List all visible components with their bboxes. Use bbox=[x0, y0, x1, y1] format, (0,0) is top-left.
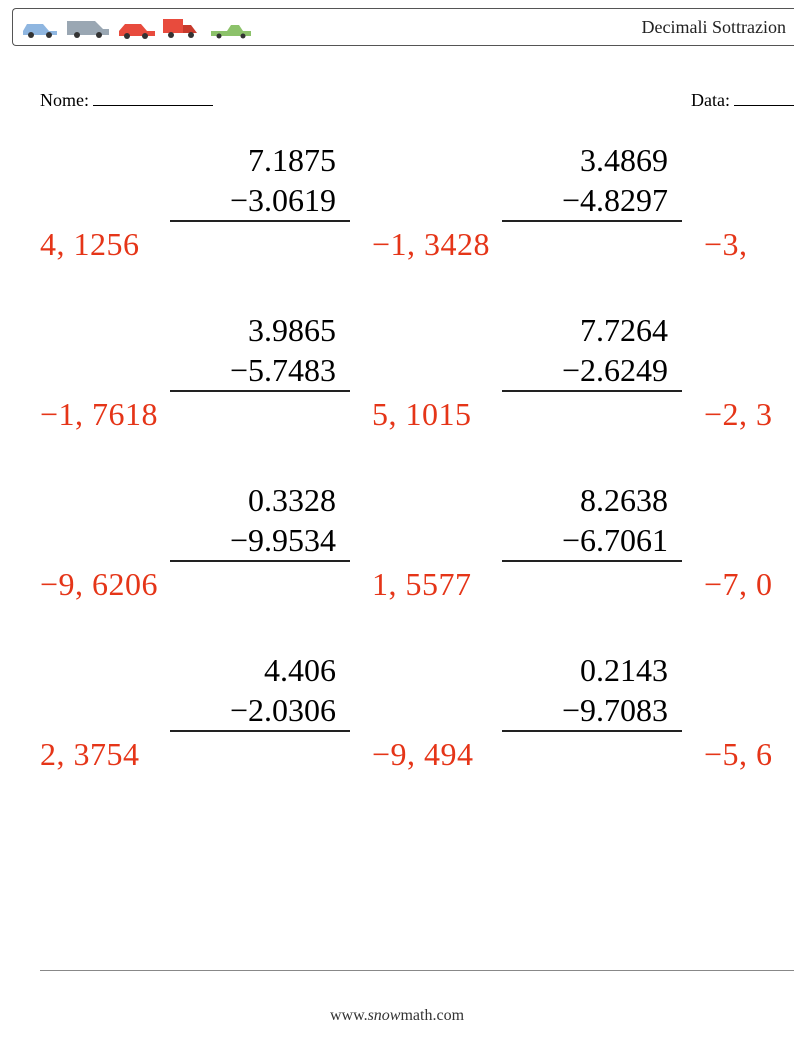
subtrahend: −4.8297 bbox=[502, 180, 682, 222]
subtrahend: −2.0306 bbox=[170, 690, 350, 732]
footer-url: www.snowmath.com bbox=[0, 1007, 794, 1025]
problem-grid: 7.1875 −3.0619 4, 1256 3.4869 −4.8297 −1… bbox=[40, 140, 794, 820]
minuend: 3.4869 bbox=[502, 140, 682, 180]
date-blank bbox=[734, 92, 794, 106]
subtrahend: −3.0619 bbox=[170, 180, 350, 222]
number-stack: 7.7264 −2.6249 bbox=[502, 310, 682, 392]
problem-cell: 7.1875 −3.0619 4, 1256 bbox=[40, 140, 372, 310]
number-stack: 0.3328 −9.9534 bbox=[170, 480, 350, 562]
answer: 2, 3754 bbox=[40, 734, 140, 774]
name-label: Nome: bbox=[40, 90, 89, 110]
number-stack: 3.9865 −5.7483 bbox=[170, 310, 350, 392]
minuend: 4.406 bbox=[170, 650, 350, 690]
answer: −7, 0 bbox=[704, 564, 773, 604]
answer: 1, 5577 bbox=[372, 564, 472, 604]
car2-icon bbox=[115, 19, 157, 39]
footer-suffix: math.com bbox=[400, 1007, 464, 1024]
van-icon bbox=[65, 15, 111, 39]
name-blank bbox=[93, 92, 213, 106]
problem-cell: 8.2638 −6.7061 1, 5577 bbox=[372, 480, 704, 650]
answer: −2, 3 bbox=[704, 394, 773, 434]
answer: −3, bbox=[704, 224, 748, 264]
answer: 5, 1015 bbox=[372, 394, 472, 434]
page-title: Decimali Sottrazion bbox=[642, 17, 786, 38]
minuend: 0.2143 bbox=[502, 650, 682, 690]
problem-cell: 4.406 −2.0306 2, 3754 bbox=[40, 650, 372, 820]
name-field: Nome: bbox=[40, 90, 213, 111]
problem-cell-cut: −5, 6 bbox=[704, 650, 794, 820]
answer: −9, 494 bbox=[372, 734, 474, 774]
minuend: 8.2638 bbox=[502, 480, 682, 520]
vehicle-icons bbox=[19, 15, 253, 39]
number-stack: 3.4869 −4.8297 bbox=[502, 140, 682, 222]
footer-snow: snow bbox=[368, 1007, 401, 1024]
subtrahend: −9.7083 bbox=[502, 690, 682, 732]
problem-cell-cut: −2, 3 bbox=[704, 310, 794, 480]
minuend: 7.7264 bbox=[502, 310, 682, 350]
subtrahend: −5.7483 bbox=[170, 350, 350, 392]
minuend: 0.3328 bbox=[170, 480, 350, 520]
subtrahend: −9.9534 bbox=[170, 520, 350, 562]
meta-row: Nome: Data: bbox=[40, 90, 794, 111]
problem-cell-cut: −7, 0 bbox=[704, 480, 794, 650]
footer-divider bbox=[40, 970, 794, 971]
subtrahend: −6.7061 bbox=[502, 520, 682, 562]
problem-cell: 3.4869 −4.8297 −1, 3428 bbox=[372, 140, 704, 310]
header-bar: Decimali Sottrazion bbox=[12, 8, 794, 46]
minuend: 3.9865 bbox=[170, 310, 350, 350]
footer-prefix: www. bbox=[330, 1007, 368, 1024]
answer: −9, 6206 bbox=[40, 564, 158, 604]
date-field: Data: bbox=[691, 90, 794, 111]
problem-cell: 0.3328 −9.9534 −9, 6206 bbox=[40, 480, 372, 650]
problem-cell: 0.2143 −9.7083 −9, 494 bbox=[372, 650, 704, 820]
number-stack: 8.2638 −6.7061 bbox=[502, 480, 682, 562]
problem-cell: 3.9865 −5.7483 −1, 7618 bbox=[40, 310, 372, 480]
subtrahend: −2.6249 bbox=[502, 350, 682, 392]
pickup-icon bbox=[209, 19, 253, 39]
car-icon bbox=[19, 17, 61, 39]
minuend: 7.1875 bbox=[170, 140, 350, 180]
problem-cell: 7.7264 −2.6249 5, 1015 bbox=[372, 310, 704, 480]
truck-icon bbox=[161, 15, 205, 39]
number-stack: 4.406 −2.0306 bbox=[170, 650, 350, 732]
date-label: Data: bbox=[691, 90, 730, 110]
answer: −5, 6 bbox=[704, 734, 773, 774]
number-stack: 7.1875 −3.0619 bbox=[170, 140, 350, 222]
problem-cell-cut: −3, bbox=[704, 140, 794, 310]
number-stack: 0.2143 −9.7083 bbox=[502, 650, 682, 732]
answer: 4, 1256 bbox=[40, 224, 140, 264]
answer: −1, 7618 bbox=[40, 394, 158, 434]
answer: −1, 3428 bbox=[372, 224, 490, 264]
